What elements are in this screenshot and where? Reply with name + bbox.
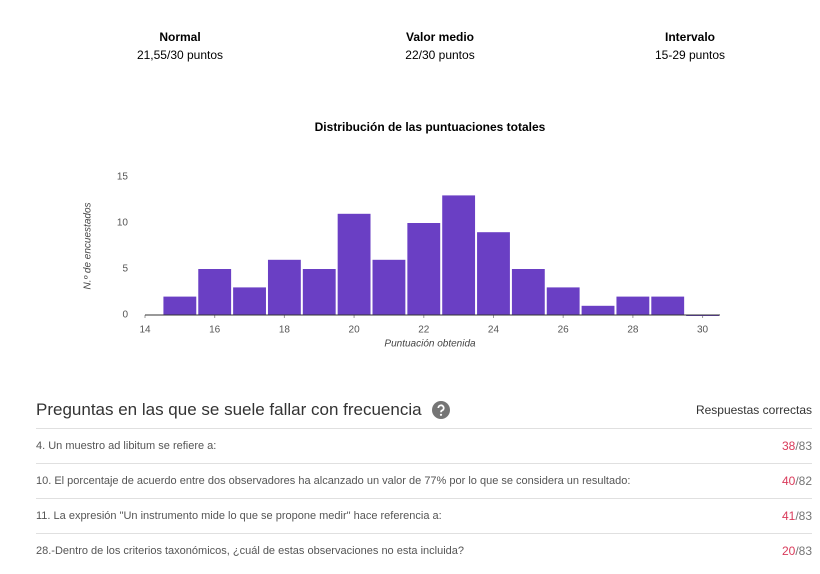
y-tick-label: 5: [122, 264, 128, 275]
total-count: /83: [795, 439, 812, 453]
y-tick-label: 0: [122, 310, 128, 321]
question-row: 10. El porcentaje de acuerdo entre dos o…: [36, 463, 812, 498]
x-tick-label: 22: [418, 325, 430, 336]
x-tick-label: 24: [488, 325, 500, 336]
question-text: 4. Un muestro ad libitum se refiere a:: [36, 440, 217, 452]
questions-panel: Preguntas en las que se suele fallar con…: [36, 392, 812, 568]
help-icon[interactable]: [431, 401, 450, 419]
bar: [372, 259, 406, 315]
stat-label: Valor medio: [406, 30, 474, 44]
x-tick-label: 16: [209, 325, 221, 336]
question-rows: 4. Un muestro ad libitum se refiere a: 38…: [36, 428, 812, 568]
x-tick-label: 28: [627, 325, 639, 336]
bar: [546, 287, 580, 315]
correct-count: 20: [781, 544, 796, 558]
question-text: 10. El porcentaje de acuerdo entre dos o…: [36, 475, 631, 487]
total-count: /83: [795, 544, 812, 558]
bar: [407, 223, 441, 315]
bar: [302, 269, 336, 315]
stat-value: 15-29 puntos: [655, 48, 725, 62]
total-count: /82: [795, 474, 812, 488]
bar: [163, 296, 197, 315]
x-tick-label: 14: [139, 325, 151, 336]
x-tick-label: 30: [697, 325, 709, 336]
y-tick-label: 15: [117, 172, 129, 183]
x-tick-label: 20: [349, 325, 361, 336]
questions-header: Preguntas en las que se suele fallar con…: [36, 392, 812, 428]
bar: [477, 232, 510, 315]
questions-title: Preguntas en las que se suele fallar con…: [36, 400, 422, 419]
stat-label: Intervalo: [665, 30, 715, 44]
bar: [267, 259, 301, 315]
score: 40/82: [782, 470, 812, 492]
column-header: Respuestas correctas: [695, 403, 812, 417]
score: 41/83: [782, 505, 812, 527]
question-text: 28.-Dentro de los criterios taxonómicos,…: [36, 545, 465, 557]
question-text: 11. La expresión "Un instrumento mide lo…: [36, 510, 442, 522]
y-tick-label: 10: [117, 218, 129, 229]
chart-title: Distribución de las puntuaciones totales: [315, 120, 546, 134]
question-row: 4. Un muestro ad libitum se refiere a: 38…: [36, 428, 812, 463]
bar: [511, 269, 545, 315]
x-axis-label: Puntuación obtenida: [384, 339, 476, 350]
question-row: 11. La expresión "Un instrumento mide lo…: [36, 498, 812, 533]
score: 38/83: [782, 435, 812, 457]
x-tick-label: 18: [279, 325, 291, 336]
bar: [198, 269, 232, 315]
stat-value: 22/30 puntos: [405, 48, 474, 62]
correct-count: 38: [781, 439, 796, 453]
stat-label: Normal: [159, 30, 200, 44]
x-tick-label: 26: [558, 325, 570, 336]
bar: [651, 296, 685, 315]
y-axis-label: N.º de encuestados: [83, 202, 94, 289]
correct-count: 40: [781, 474, 796, 488]
bar: [616, 296, 650, 315]
bar: [233, 287, 266, 315]
stat-value: 21,55/30 puntos: [137, 48, 223, 62]
bar: [442, 195, 476, 315]
bar: [337, 213, 371, 315]
bar: [581, 305, 615, 315]
score: 20/83: [782, 540, 812, 562]
correct-count: 41: [781, 509, 796, 523]
question-row: 28.-Dentro de los criterios taxonómicos,…: [36, 533, 812, 568]
total-count: /83: [795, 509, 812, 523]
summary-chart: Distribución de las puntuaciones totales…: [83, 30, 725, 350]
